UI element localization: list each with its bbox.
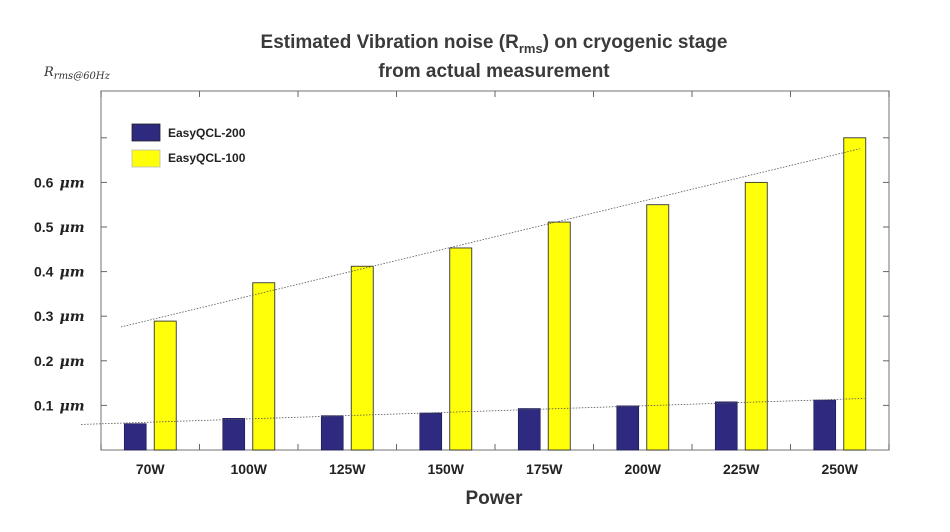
y-tick-value: 0.4 <box>34 264 54 280</box>
y-tick-label: 0.4 μm <box>34 264 85 281</box>
x-tick-label: 100W <box>230 461 267 477</box>
bar-easyqcl-200 <box>222 418 246 451</box>
y-axis-label: Rrms@60Hz <box>43 65 111 82</box>
bar-easyqcl-200 <box>616 405 640 451</box>
trendline-easyqcl-100 <box>120 148 860 328</box>
y-tick-value: 0.1 <box>34 397 54 413</box>
bar-easyqcl-100 <box>350 265 374 451</box>
y-tick-label: 0.6 μm <box>34 174 85 191</box>
chart-title-suffix: ) on cryogenic stage <box>543 32 728 53</box>
y-tick-label: 0.2 μm <box>34 353 85 370</box>
legend: EasyQCL-200 EasyQCL-100 <box>131 123 246 168</box>
y-tick-unit: μm <box>59 220 84 236</box>
y-tick-unit: μm <box>59 265 84 281</box>
legend-label-easyqcl-100: EasyQCL-100 <box>168 151 246 165</box>
plot-frame <box>100 90 890 451</box>
y-tick-unit: μm <box>59 398 84 414</box>
tick-marks <box>100 91 890 450</box>
chart-title-line1: Estimated Vibration noise (Rrms) on cryo… <box>261 32 728 56</box>
y-tick-value: 0.5 <box>34 219 54 235</box>
bar-easyqcl-200 <box>123 423 147 451</box>
y-tick-unit: μm <box>59 175 84 191</box>
bars <box>123 137 867 451</box>
x-tick-label: 70W <box>136 461 166 477</box>
legend-swatch-easyqcl-200 <box>131 123 161 142</box>
chart-title-prefix: Estimated Vibration noise (R <box>261 32 520 53</box>
y-tick-unit: μm <box>59 309 84 325</box>
x-tick-label: 225W <box>723 461 760 477</box>
x-tick-label: 175W <box>526 461 563 477</box>
x-axis-label: Power <box>465 488 523 509</box>
chart-title-subscript: rms <box>519 41 543 56</box>
bar-easyqcl-100 <box>449 247 473 451</box>
legend-label-easyqcl-200: EasyQCL-200 <box>168 126 246 140</box>
bar-easyqcl-100 <box>744 181 768 451</box>
x-tick-label: 250W <box>821 461 858 477</box>
bar-easyqcl-200 <box>813 399 837 451</box>
trendlines <box>81 148 865 425</box>
bar-easyqcl-100 <box>547 221 571 451</box>
chart-title-line2: from actual measurement <box>378 61 610 82</box>
x-tick-label: 125W <box>329 461 366 477</box>
bar-easyqcl-100 <box>843 137 867 451</box>
x-tick-label: 200W <box>624 461 661 477</box>
bar-easyqcl-200 <box>517 408 541 451</box>
y-tick-label: 0.5 μm <box>34 219 85 236</box>
y-tick-labels: 0.1 μm 0.2 μm 0.3 μm 0.4 μm 0.5 μm 0.6 μm <box>34 174 85 414</box>
y-tick-label: 0.3 μm <box>34 308 85 325</box>
y-tick-value: 0.2 <box>34 353 54 369</box>
bar-easyqcl-200 <box>419 412 443 451</box>
bar-easyqcl-100 <box>646 204 670 451</box>
y-tick-unit: μm <box>59 354 84 370</box>
y-axis-label-sub: rms@60Hz <box>54 71 111 82</box>
legend-swatch-easyqcl-100 <box>131 149 161 168</box>
y-tick-label: 0.1 μm <box>34 397 85 414</box>
bar-easyqcl-200 <box>714 401 738 451</box>
x-tick-label: 150W <box>427 461 464 477</box>
x-tick-labels: 70W 100W 125W 150W 175W 200W 225W 250W <box>136 461 859 477</box>
y-tick-value: 0.3 <box>34 308 54 324</box>
bar-easyqcl-100 <box>153 320 177 451</box>
y-axis-label-main: R <box>43 65 54 80</box>
y-tick-value: 0.6 <box>34 174 54 190</box>
bar-easyqcl-100 <box>252 282 276 451</box>
bar-easyqcl-200 <box>320 415 344 451</box>
